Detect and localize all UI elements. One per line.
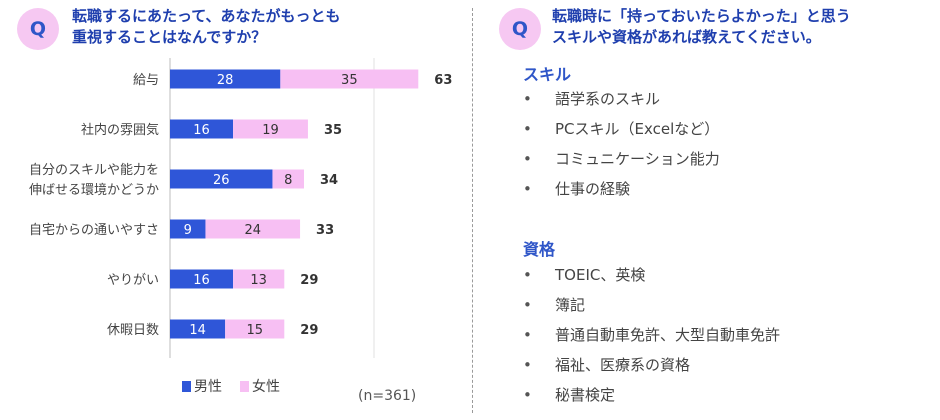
bullet-icon: • xyxy=(523,90,532,108)
question-badge-left: Q xyxy=(17,8,59,50)
bar-total-label: 33 xyxy=(316,223,334,238)
panel-divider xyxy=(472,8,473,413)
list-item: • TOEIC、英検 xyxy=(523,260,780,290)
question-title-left-line-1: 転職するにあたって、あなたがもっとも xyxy=(72,7,341,25)
list-item: • 秘書検定 xyxy=(523,380,780,410)
bullet-icon: • xyxy=(523,326,532,344)
list-item: • 普通自動車免許、大型自動車免許 xyxy=(523,320,780,350)
question-title-left: 転職するにあたって、あなたがもっとも 重視することはなんですか？ xyxy=(72,6,341,48)
bar-total-label: 63 xyxy=(434,73,452,88)
bar-value-label: 8 xyxy=(284,173,292,188)
bar-segment-female xyxy=(205,219,301,239)
bar-total-label: 35 xyxy=(324,123,342,138)
bullet-icon: • xyxy=(523,150,532,168)
question-title-right-line-1: 転職時に「持っておいたらよかった」と思う xyxy=(552,7,851,25)
sample-size-note: (n=361) xyxy=(358,388,417,404)
question-badge-right: Q xyxy=(499,8,541,50)
list-item-text: 仕事の経験 xyxy=(555,180,631,198)
bar-value-label: 16 xyxy=(193,123,210,138)
list-item-text: 普通自動車免許、大型自動車免許 xyxy=(555,326,781,344)
bullet-icon: • xyxy=(523,266,532,284)
list-item-text: 秘書検定 xyxy=(555,386,616,404)
category-label: 伸ばせる環境かどうか xyxy=(29,183,159,198)
bar-value-label: 15 xyxy=(246,323,263,338)
bullet-icon: • xyxy=(523,120,532,138)
bar-total-label: 29 xyxy=(300,273,318,288)
bar-segment-female xyxy=(280,69,419,89)
bar-segment-male xyxy=(170,169,273,189)
bar-total-label: 29 xyxy=(300,323,318,338)
skills-list: • 語学系のスキル • PCスキル（Excelなど） • コミュニケーション能力 • 仕… xyxy=(523,84,720,204)
question-title-right-line-2: スキルや資格があれば教えてください。 xyxy=(552,28,821,46)
bar-segment-male xyxy=(170,219,206,239)
legend-label-female: 女性 xyxy=(252,379,280,395)
list-item: • 福祉、医療系の資格 xyxy=(523,350,780,380)
bar-total-label: 34 xyxy=(320,173,338,188)
question-title-right: 転職時に「持っておいたらよかった」と思う スキルや資格があれば教えてください。 xyxy=(552,6,851,48)
list-item-text: 福祉、医療系の資格 xyxy=(555,356,691,374)
left-panel: Q 転職するにあたって、あなたがもっとも 重視することはなんですか？ 給与 28 3… xyxy=(17,6,452,404)
bar-segment-male xyxy=(170,269,234,289)
chart-legend: 男性 女性 xyxy=(182,376,280,396)
category-label: 自宅からの通いやすさ xyxy=(29,223,159,238)
bar-value-label: 24 xyxy=(244,223,261,238)
category-label: 社内の雰囲気 xyxy=(81,122,159,138)
bar-value-label: 9 xyxy=(184,223,192,238)
legend-swatch-male xyxy=(182,380,191,392)
legend-item-male: 男性 xyxy=(182,376,222,396)
category-label: 給与 xyxy=(133,73,159,88)
question-title-left-line-2: 重視することはなんですか？ xyxy=(72,28,267,46)
legend-swatch-female xyxy=(240,380,249,392)
list-item-text: 語学系のスキル xyxy=(555,90,661,108)
bar-segment-female xyxy=(233,269,285,289)
right-panel: Q 転職時に「持っておいたらよかった」と思う スキルや資格があれば教えてください… xyxy=(478,0,940,420)
bar-value-label: 19 xyxy=(262,123,279,138)
section-heading-qualifications: 資格 xyxy=(523,240,556,259)
list-item-text: 簿記 xyxy=(555,296,586,314)
category-label: やりがい xyxy=(107,273,159,288)
bar-segment-male xyxy=(170,119,234,139)
list-item-text: コミュニケーション能力 xyxy=(555,150,720,168)
list-item-text: TOEIC、英検 xyxy=(555,266,646,284)
bullet-icon: • xyxy=(523,180,532,198)
list-item: • 語学系のスキル xyxy=(523,84,720,114)
bar-value-label: 26 xyxy=(213,173,230,188)
list-item: • 仕事の経験 xyxy=(523,174,720,204)
bar-segment-male xyxy=(170,69,281,89)
bar-segment-female xyxy=(233,119,308,139)
bar-value-label: 13 xyxy=(250,273,267,288)
bar-value-label: 35 xyxy=(341,73,358,88)
list-item: • コミュニケーション能力 xyxy=(523,144,720,174)
section-heading-skills: スキル xyxy=(523,65,572,84)
qualifications-list: • TOEIC、英検 • 簿記 • 普通自動車免許、大型自動車免許 • 福祉、医療系の資… xyxy=(523,260,780,410)
legend-item-female: 女性 xyxy=(240,376,280,396)
bar-value-label: 28 xyxy=(217,73,234,88)
list-item: • PCスキル（Excelなど） xyxy=(523,114,720,144)
bar-segment-male xyxy=(170,319,226,339)
legend-label-male: 男性 xyxy=(194,379,222,395)
stacked-bar-chart: 給与 28 35 63 社内の雰囲気 16 19 35 自分のスキルや能力を伸ばせる環境かどうか… xyxy=(29,58,452,358)
bar-value-label: 16 xyxy=(193,273,210,288)
bar-value-label: 14 xyxy=(189,323,206,338)
bar-segment-female xyxy=(225,319,285,339)
list-item: • 簿記 xyxy=(523,290,780,320)
category-label: 休暇日数 xyxy=(107,323,159,338)
bullet-icon: • xyxy=(523,356,532,374)
bullet-icon: • xyxy=(523,386,532,404)
bar-segment-female xyxy=(272,169,304,189)
list-item-text: PCスキル（Excelなど） xyxy=(555,120,720,138)
bullet-icon: • xyxy=(523,296,532,314)
category-label: 自分のスキルや能力を xyxy=(29,163,159,178)
